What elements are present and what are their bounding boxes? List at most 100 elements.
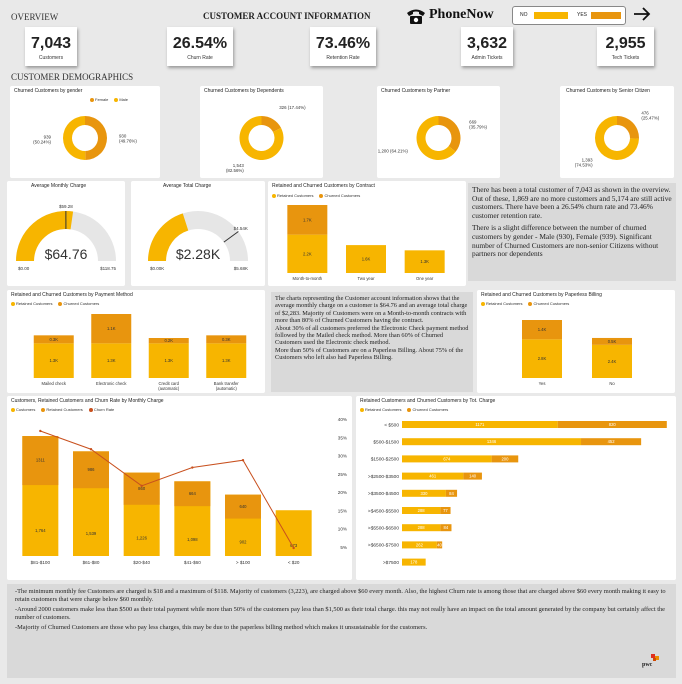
category-label: $61-$80 (83, 560, 100, 565)
bar-retained (33, 343, 74, 378)
card-senior: Churned Customers by Senior Citizen 476(… (560, 86, 674, 178)
bar-retained (22, 436, 59, 486)
bar-label: 0.3K (222, 337, 231, 342)
bar-churned (206, 335, 247, 344)
card-avg-monthly: Average Monthly Charge $59.28 $64.76 $0.00… (7, 181, 125, 286)
overview-label: OVERVIEW (11, 12, 59, 22)
churn-toggle[interactable]: NO YES (512, 6, 626, 25)
bar-retained (346, 245, 386, 273)
legend-label: Churned Customers (533, 301, 570, 306)
chart-title: Churned Customers by Partner (381, 88, 451, 94)
bar-label: 1.4K (538, 327, 547, 332)
summary-paragraph: There has been a total customer of 7,043… (472, 185, 672, 220)
category-label: >$6500-$7500 (368, 543, 399, 549)
chart-title: Retained and Churned Customers by Paymen… (11, 292, 133, 298)
donut-slice (85, 116, 108, 160)
hbar-retained (402, 472, 464, 480)
kpi-value: 26.54% (172, 35, 228, 52)
kpi-label: Admin Tickets (471, 55, 503, 61)
bar-label: 84 (444, 525, 449, 530)
legend-item: Female (90, 97, 108, 102)
category-label: $500-$1500 (373, 440, 399, 446)
bar-label: 1,764 (35, 528, 46, 533)
gauge-value: $2.28K (176, 246, 221, 262)
chart-legend: Retained Customers Churned Customers (481, 301, 569, 306)
chart-title: Customers, Retained Customers and Churn … (11, 398, 164, 404)
hbar-churned (581, 438, 642, 446)
y2-tick-label: 35% (338, 435, 347, 440)
chart-legend: Retained Customers Churned Customers (11, 301, 99, 306)
y2-tick-label: 40% (338, 417, 347, 422)
churn-rate-line (40, 430, 295, 549)
legend-item: Retained Customers (41, 407, 83, 412)
toggle-yes-swatch[interactable] (591, 12, 621, 19)
bar-retained (592, 344, 632, 378)
bar-label: 640 (240, 504, 248, 509)
gauge-max: $118.75 (100, 266, 116, 271)
legend-label: Customers (16, 407, 36, 412)
card-dependents: Churned Customers by Dependents 326 (17.… (200, 86, 323, 178)
bar-label: 673 (290, 543, 298, 548)
slice-label: 669 (469, 119, 477, 124)
bar-label: 2.2K (303, 251, 312, 256)
summary-note: There has been a total customer of 7,043… (468, 183, 676, 281)
legend-item: Churned Customers (528, 301, 569, 306)
brand-name: PhoneNow (429, 7, 494, 22)
category-label: (automatic) (158, 386, 180, 391)
slice-label: 930 (119, 134, 127, 139)
slice-label: 939 (44, 134, 52, 139)
chart-title: Average Monthly Charge (31, 183, 87, 189)
slice-label: 326 (17.44%) (279, 105, 306, 110)
bar-retained (123, 472, 160, 505)
donut-gender: 930(49.76%) 939(50.24%) (33, 116, 137, 160)
charts-paragraph: The charts representing the Customer acc… (275, 295, 468, 325)
card-monthly-charge: Customers, Retained Customers and Churn … (7, 396, 352, 580)
toggle-no-swatch[interactable] (534, 12, 568, 19)
bar-label: 1346 (487, 439, 497, 444)
bar-label: 200 (501, 456, 509, 461)
slice-pct: (74.53%) (575, 163, 593, 168)
slice-label: 1,200 (64.21%) (378, 149, 409, 154)
kpi-label: Retention Rate (326, 55, 360, 61)
card-paperless: Retained and Churned Customers by Paperl… (477, 290, 675, 393)
bar-label: 1.3K (222, 358, 231, 363)
kpi-tech-tickets: 2,955 Tech Tickets (597, 27, 654, 66)
bars-contract: 2.2K 1.7K Month-to-month 1.6K Two year 1.3K On… (287, 205, 445, 281)
bar-label: 2.4K (608, 359, 617, 364)
legend-label: Female (95, 97, 109, 102)
donut-partner: 669(35.79%) 1,200 (64.21%) (378, 116, 488, 160)
bar-churned (592, 337, 632, 345)
bars-paperless: 2.8K 1.4K Yes 2.4K 0.5K No (522, 320, 632, 386)
donut-slice (438, 116, 461, 152)
card-gender: Churned Customers by gender Female Male … (10, 86, 160, 178)
bar-label: 1.3K (49, 358, 58, 363)
kpi-retention-rate: 73.46% Retention Rate (310, 27, 376, 66)
hbar-churned (436, 541, 443, 549)
card-partner: Churned Customers by Partner 669 (35.79%)… (377, 86, 500, 178)
churn-rate-point (241, 459, 245, 462)
donut-slice (261, 116, 282, 133)
bar-retained (287, 234, 328, 273)
slice-label: 1,543 (233, 163, 245, 168)
bar-label: 288 (418, 508, 426, 513)
chart-title: Retained and Churned Customers by Paperl… (481, 292, 602, 298)
chart-title: Average Total Charge (163, 183, 212, 189)
charts-paragraph: About 30% of all customers preferred the… (275, 324, 469, 347)
gauge-avg-monthly: $59.28 $64.76 $0.00 $118.75 (16, 204, 116, 271)
bar-label: 1,539 (86, 531, 97, 536)
legend-item: Customers (11, 407, 35, 412)
legend-label: Churned Customers (324, 193, 361, 198)
bar-retained (174, 481, 211, 507)
bar-label: 0.2K (164, 338, 173, 343)
page-title: CUSTOMER ACCOUNT INFORMATION (203, 11, 371, 21)
hbar-retained (402, 541, 437, 549)
arrow-right-icon[interactable] (633, 6, 651, 22)
bar-label: 902 (240, 540, 248, 545)
category-label: < $500 (384, 422, 399, 428)
bar-label: 674 (443, 456, 451, 461)
bar-label: 2.8K (538, 356, 547, 361)
y2-tick-label: 30% (338, 454, 347, 459)
chart-title: Churned Customers by gender (14, 88, 83, 94)
category-label: Electronic check (96, 381, 127, 386)
legend-label: Churn Rate (93, 407, 115, 412)
